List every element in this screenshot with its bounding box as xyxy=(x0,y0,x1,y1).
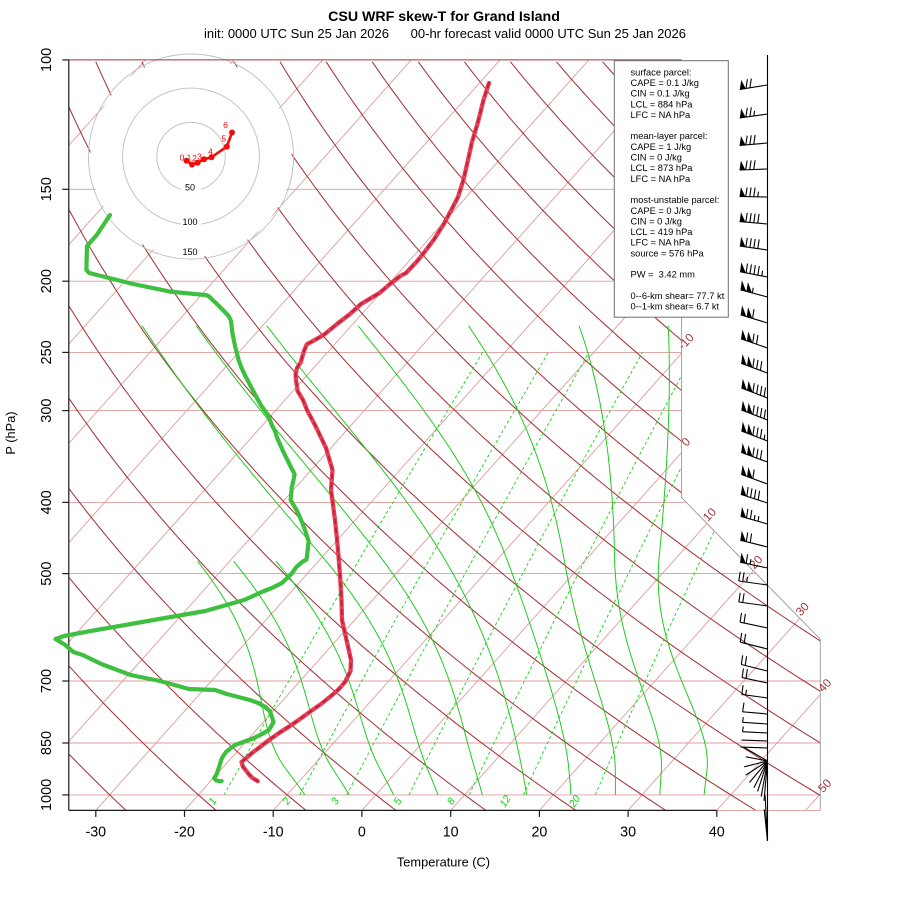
svg-text:100: 100 xyxy=(182,217,197,227)
svg-text:LCL = 419 hPa: LCL = 419 hPa xyxy=(631,227,694,237)
svg-text:20: 20 xyxy=(531,825,547,841)
svg-text:most-unstable parcel:: most-unstable parcel: xyxy=(631,195,720,205)
svg-text:source = 576 hPa: source = 576 hPa xyxy=(631,248,705,258)
svg-text:850: 850 xyxy=(39,731,55,755)
svg-text:P (hPa): P (hPa) xyxy=(3,411,18,454)
svg-text:LFC = NA hPa: LFC = NA hPa xyxy=(631,110,692,120)
svg-text:CIN = 0 J/kg: CIN = 0 J/kg xyxy=(631,153,682,163)
svg-text:LCL = 873 hPa: LCL = 873 hPa xyxy=(631,163,694,173)
svg-text:30: 30 xyxy=(620,825,636,841)
svg-text:-30: -30 xyxy=(85,825,106,841)
svg-text:0--6-km shear= 77.7 kt: 0--6-km shear= 77.7 kt xyxy=(631,291,725,301)
svg-text:init: 0000 UTC Sun 25 Jan 2026: init: 0000 UTC Sun 25 Jan 2026 00-hr for… xyxy=(204,26,686,41)
svg-text:-10: -10 xyxy=(263,825,284,841)
svg-text:4: 4 xyxy=(208,147,213,157)
svg-text:CAPE = 0.1 J/kg: CAPE = 0.1 J/kg xyxy=(631,78,699,88)
svg-text:6: 6 xyxy=(223,120,228,130)
svg-text:3: 3 xyxy=(197,152,202,162)
svg-text:3: 3 xyxy=(329,796,342,808)
svg-text:2: 2 xyxy=(192,153,197,163)
svg-text:CIN = 0.1 J/kg: CIN = 0.1 J/kg xyxy=(631,89,690,99)
svg-text:150: 150 xyxy=(39,177,55,201)
svg-text:8: 8 xyxy=(445,796,458,808)
svg-text:CSU WRF skew-T for Grand Islan: CSU WRF skew-T for Grand Island xyxy=(328,9,560,25)
svg-text:CAPE = 0 J/kg: CAPE = 0 J/kg xyxy=(631,206,692,216)
svg-text:150: 150 xyxy=(182,247,197,257)
svg-text:1000: 1000 xyxy=(39,779,55,811)
svg-text:5: 5 xyxy=(221,134,226,144)
svg-text:-20: -20 xyxy=(174,825,195,841)
svg-text:100: 100 xyxy=(39,48,55,72)
svg-text:mean-layer parcel:: mean-layer parcel: xyxy=(631,131,708,141)
svg-text:0: 0 xyxy=(180,153,185,163)
svg-text:LFC = NA hPa: LFC = NA hPa xyxy=(631,174,692,184)
svg-text:12: 12 xyxy=(497,793,514,809)
svg-text:20: 20 xyxy=(566,793,583,810)
svg-text:LFC = NA hPa: LFC = NA hPa xyxy=(631,238,692,248)
svg-text:LCL = 884 hPa: LCL = 884 hPa xyxy=(631,99,694,109)
svg-text:500: 500 xyxy=(39,561,55,585)
svg-text:250: 250 xyxy=(39,340,55,364)
svg-text:300: 300 xyxy=(39,398,55,422)
svg-text:CAPE = 1 J/kg: CAPE = 1 J/kg xyxy=(631,142,692,152)
svg-text:5: 5 xyxy=(391,796,404,808)
svg-text:surface parcel:: surface parcel: xyxy=(631,67,692,77)
svg-text:10: 10 xyxy=(443,825,459,841)
svg-text:1: 1 xyxy=(206,796,219,807)
svg-text:0--1-km shear= 6.7 kt: 0--1-km shear= 6.7 kt xyxy=(631,302,720,312)
svg-text:0: 0 xyxy=(358,825,366,841)
svg-text:40: 40 xyxy=(709,825,725,841)
svg-text:700: 700 xyxy=(39,669,55,693)
svg-text:1: 1 xyxy=(187,153,192,163)
svg-text:50: 50 xyxy=(185,183,195,193)
svg-text:400: 400 xyxy=(39,490,55,514)
svg-text:PW = 3.42 mm: PW = 3.42 mm xyxy=(631,270,696,280)
svg-text:CIN = 0 J/kg: CIN = 0 J/kg xyxy=(631,216,682,226)
svg-text:200: 200 xyxy=(39,269,55,293)
svg-text:Temperature (C): Temperature (C) xyxy=(397,855,490,870)
